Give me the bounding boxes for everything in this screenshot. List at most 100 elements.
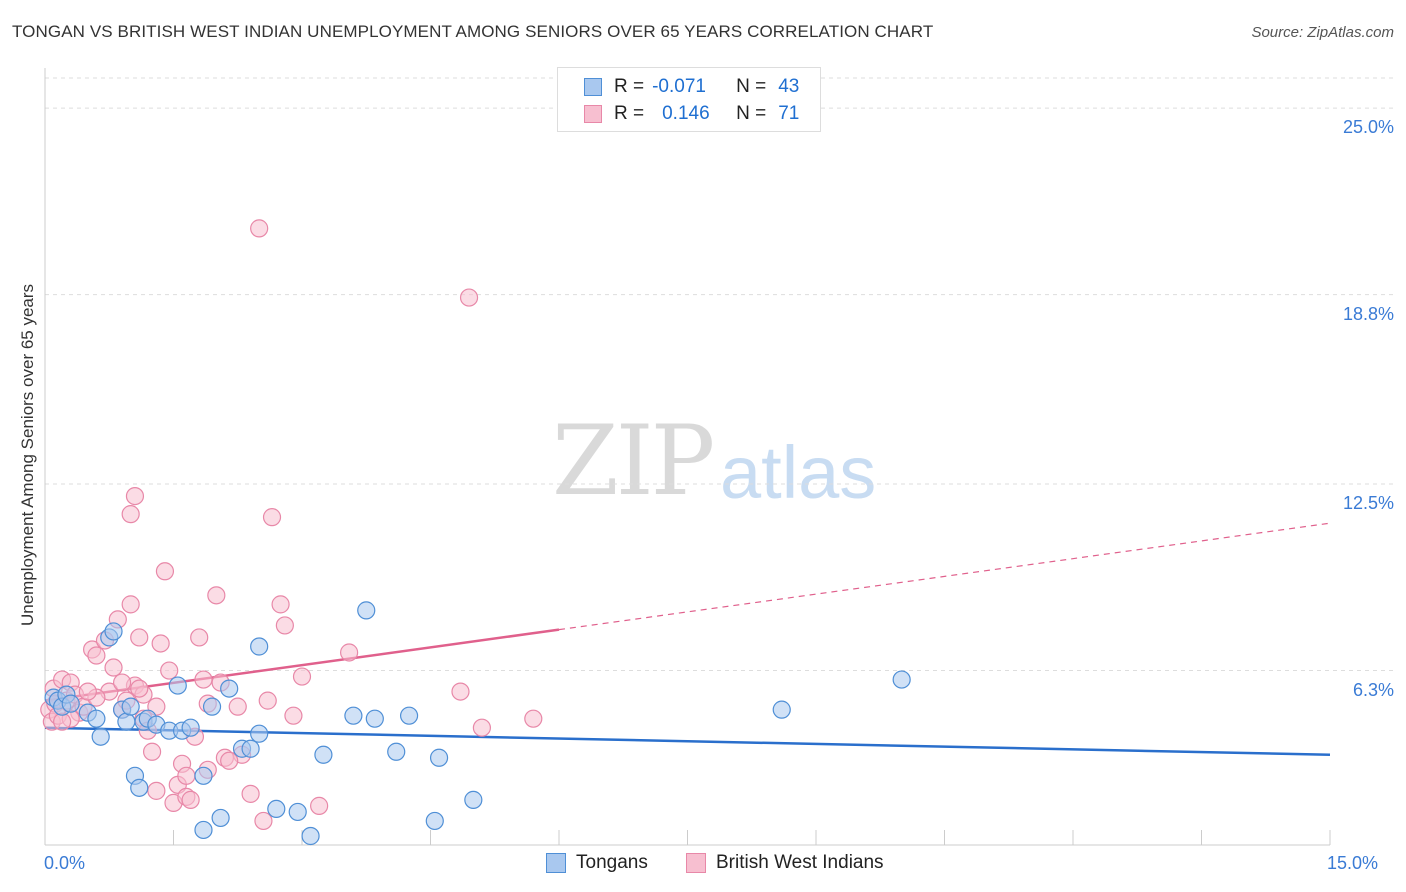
y-tick-label: 18.8% — [1342, 303, 1394, 324]
point-tongan — [357, 601, 376, 620]
point-bwi — [104, 658, 123, 677]
point-tongan — [202, 697, 222, 716]
n-value: 71 — [778, 103, 800, 124]
point-bwi — [142, 742, 162, 761]
point-tongan — [267, 799, 286, 819]
point-tongan — [399, 706, 419, 725]
n-label: N = — [736, 76, 767, 97]
point-bwi — [121, 505, 140, 524]
point-bwi — [160, 661, 179, 680]
point-tongan — [87, 709, 106, 728]
n-label: N = — [736, 103, 767, 124]
point-tongan — [121, 697, 140, 716]
point-tongan — [194, 820, 213, 840]
point-bwi — [271, 595, 290, 614]
point-bwi — [155, 562, 175, 581]
legend-tongans-label: Tongans — [576, 852, 648, 873]
point-tongan — [130, 778, 149, 797]
correlation-legend: R = -0.071 N = 43 R = 0.146 N = 71 — [557, 67, 821, 132]
point-bwi — [181, 790, 200, 809]
point-bwi — [190, 628, 209, 647]
point-bwi — [262, 508, 282, 527]
point-bwi — [524, 709, 543, 728]
point-tongan — [220, 679, 239, 698]
axes — [44, 68, 1331, 846]
point-tongan — [425, 811, 444, 831]
point-bwi — [292, 667, 312, 686]
point-tongan — [288, 802, 307, 822]
legend-tongans[interactable]: Tongans — [546, 852, 648, 874]
n-value: 43 — [778, 76, 800, 97]
point-tongan — [892, 670, 911, 689]
point-tongan — [194, 766, 213, 785]
point-bwi — [87, 646, 106, 665]
point-bwi — [130, 628, 149, 647]
point-tongan — [387, 742, 406, 761]
point-bwi — [472, 718, 491, 737]
point-bwi — [112, 673, 132, 692]
r-label: R = — [614, 103, 645, 124]
legend-bwi-label: British West Indians — [716, 852, 884, 873]
chart-title: TONGAN VS BRITISH WEST INDIAN UNEMPLOYME… — [12, 22, 934, 41]
point-tongan — [61, 694, 80, 713]
r-value: 0.146 — [662, 103, 710, 124]
watermark-zip: ZIP — [552, 405, 715, 517]
y-axis-label: Unemployment Among Seniors over 65 years — [18, 283, 37, 627]
tongans-legend-icon — [546, 853, 566, 873]
point-bwi — [121, 595, 140, 614]
r-label: R = — [614, 76, 645, 97]
y-tick-label: 6.3% — [1352, 679, 1394, 700]
y-tick-label: 25.0% — [1342, 117, 1394, 138]
gridlines — [45, 77, 1395, 672]
point-tongan — [344, 706, 363, 725]
tongans-swatch-icon — [584, 78, 602, 96]
point-tongan — [365, 709, 384, 728]
point-tongan — [301, 826, 320, 846]
point-bwi — [194, 670, 213, 689]
point-tongan — [211, 808, 230, 828]
point-bwi — [250, 219, 269, 238]
x-tick-min: 0.0% — [44, 853, 86, 873]
bwi-legend-icon — [686, 853, 706, 873]
bwi-swatch-icon — [584, 105, 602, 123]
point-bwi — [78, 682, 97, 701]
point-tongan — [314, 745, 333, 764]
legend-row-bwi: R = 0.146 N = 71 — [584, 102, 799, 126]
point-tongan — [250, 724, 269, 743]
point-bwi — [147, 781, 166, 800]
trend-line-dashed — [558, 522, 1331, 631]
point-tongan — [104, 622, 123, 641]
x-tick-max: 15.0% — [1327, 853, 1379, 873]
point-bwi — [451, 682, 470, 701]
legend-bwi[interactable]: British West Indians — [686, 852, 884, 874]
y-tick-label: 12.5% — [1342, 493, 1394, 514]
point-bwi — [241, 784, 260, 803]
point-tongan — [464, 790, 483, 809]
point-bwi — [275, 616, 294, 635]
point-bwi — [207, 586, 226, 605]
watermark-atlas: atlas — [720, 431, 877, 514]
point-bwi — [459, 288, 479, 307]
r-value: -0.071 — [652, 76, 706, 97]
point-bwi — [284, 706, 303, 725]
point-bwi — [177, 766, 196, 785]
point-bwi — [151, 634, 170, 653]
point-bwi — [220, 751, 239, 770]
point-bwi — [228, 697, 247, 716]
point-bwi — [125, 486, 145, 506]
legend-row-tongans: R = -0.071 N = 43 — [584, 75, 799, 99]
point-bwi — [258, 691, 277, 710]
chart-source: Source: ZipAtlas.com — [1251, 24, 1394, 41]
point-bwi — [310, 796, 329, 815]
point-tongan — [241, 739, 260, 758]
point-bwi — [340, 643, 359, 662]
point-bwi — [254, 811, 273, 831]
point-tongan — [91, 727, 110, 746]
point-tongan — [429, 748, 449, 767]
point-tongan — [117, 712, 136, 731]
point-tongan — [181, 718, 200, 737]
point-tongan — [168, 676, 187, 695]
data-points — [40, 219, 911, 846]
trend-lines — [44, 522, 1331, 757]
